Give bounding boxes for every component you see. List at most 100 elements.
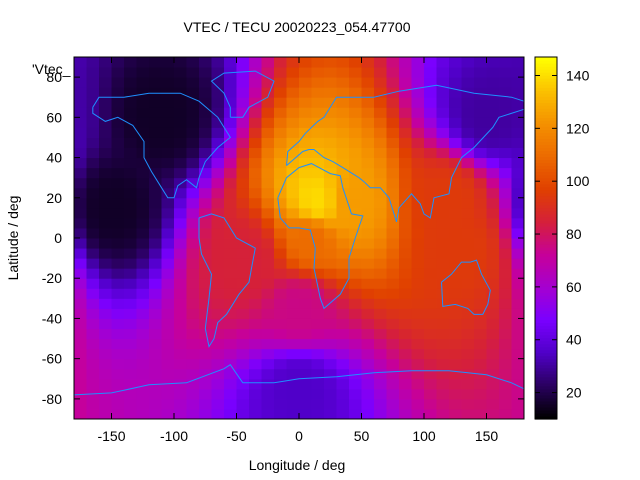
heatmap-cell	[474, 378, 487, 390]
heatmap-cell	[199, 117, 212, 128]
heatmap-cell	[186, 258, 200, 269]
colorbar-swatch	[535, 186, 557, 191]
heatmap-cell	[424, 67, 437, 78]
colorbar-swatch	[535, 352, 557, 357]
heatmap-cell	[186, 187, 200, 199]
heatmap-cell	[224, 308, 237, 319]
heatmap-cell	[449, 167, 462, 179]
heatmap-cell	[374, 87, 387, 98]
heatmap-cell	[299, 308, 312, 319]
heatmap-cell	[286, 318, 300, 329]
coastline-europe-asia	[286, 84, 525, 223]
heatmap-cell	[111, 197, 125, 209]
heatmap-cell	[236, 388, 250, 400]
heatmap-cell	[124, 147, 137, 159]
heatmap-cell	[411, 167, 425, 179]
heatmap-cell	[449, 147, 462, 159]
heatmap-cell	[386, 67, 400, 78]
heatmap-cell	[374, 248, 387, 259]
heatmap-cell	[486, 217, 500, 229]
heatmap-cell	[149, 77, 162, 88]
heatmap-cell	[261, 97, 275, 108]
heatmap-cell	[436, 268, 450, 279]
heatmap-cell	[299, 298, 312, 309]
heatmap-cell	[511, 107, 525, 118]
heatmap-cell	[399, 238, 412, 249]
heatmap-cell	[361, 97, 375, 108]
heatmap-cell	[224, 147, 237, 159]
heatmap-cell	[324, 77, 337, 88]
heatmap-cell	[374, 147, 387, 159]
heatmap-cell	[161, 248, 175, 259]
heatmap-cell	[511, 288, 525, 299]
heatmap-cell	[174, 127, 187, 138]
heatmap-cell	[311, 268, 325, 279]
heatmap-cell	[161, 227, 175, 239]
heatmap-cell	[399, 67, 412, 78]
heatmap-cell	[474, 117, 487, 128]
heatmap-cell	[186, 348, 200, 360]
heatmap-cell	[374, 358, 387, 370]
heatmap-cell	[124, 308, 137, 319]
heatmap-cell	[449, 378, 462, 390]
heatmap-cell	[249, 227, 262, 239]
heatmap-cell	[174, 248, 187, 259]
heatmap-cell	[336, 288, 350, 299]
colorbar-swatch	[535, 409, 557, 414]
colorbar-swatch	[535, 310, 557, 315]
heatmap-cell	[99, 207, 112, 219]
heatmap-cell	[436, 318, 450, 329]
heatmap-cell	[349, 227, 362, 239]
heatmap-cell	[261, 207, 275, 219]
heatmap-cell	[436, 258, 450, 269]
heatmap-cell	[286, 388, 300, 400]
heatmap-cell	[99, 278, 112, 289]
heatmap-cell	[299, 67, 312, 78]
heatmap-cell	[274, 288, 287, 299]
heatmap-cell	[349, 117, 362, 128]
heatmap-cell	[399, 107, 412, 118]
heatmap-cell	[261, 328, 275, 340]
heatmap-cell	[499, 328, 512, 340]
colorbar-swatch	[535, 262, 557, 266]
heatmap-cell	[461, 167, 475, 179]
heatmap-cell	[511, 258, 525, 269]
heatmap-cell	[436, 408, 450, 420]
heatmap-cell	[386, 227, 400, 239]
heatmap-cell	[211, 368, 225, 380]
heatmap-cell	[261, 348, 275, 360]
heatmap-cell	[361, 207, 375, 219]
heatmap-cell	[161, 238, 175, 249]
heatmap-cell	[511, 328, 525, 340]
heatmap-cell	[374, 77, 387, 88]
heatmap-cell	[236, 127, 250, 138]
heatmap-cell	[349, 238, 362, 249]
colorbar-swatch	[535, 216, 557, 221]
heatmap-cell	[111, 77, 125, 88]
colorbar-swatch	[535, 322, 557, 327]
heatmap-cell	[411, 398, 425, 410]
heatmap-cell	[386, 248, 400, 259]
heatmap-cell	[299, 378, 312, 390]
heatmap-cell	[486, 348, 500, 360]
heatmap-cell	[299, 278, 312, 289]
y-tick-label: 0	[54, 230, 62, 246]
heatmap-cell	[111, 167, 125, 179]
colorbar-swatch	[535, 388, 557, 393]
heatmap-cell	[211, 177, 225, 189]
heatmap-cell	[186, 318, 200, 329]
heatmap-cell	[499, 368, 512, 380]
y-tick-label: -20	[42, 270, 62, 286]
heatmap-cell	[261, 248, 275, 259]
heatmap-cell	[474, 177, 487, 189]
heatmap-cell	[124, 348, 137, 360]
heatmap-cell	[511, 278, 525, 289]
heatmap-cell	[399, 57, 412, 68]
heatmap-cell	[511, 207, 525, 219]
heatmap-cell	[511, 248, 525, 259]
heatmap-cell	[261, 358, 275, 370]
heatmap-cell	[474, 97, 487, 108]
heatmap-cell	[174, 197, 187, 209]
heatmap-cell	[261, 378, 275, 390]
heatmap-cell	[349, 258, 362, 269]
